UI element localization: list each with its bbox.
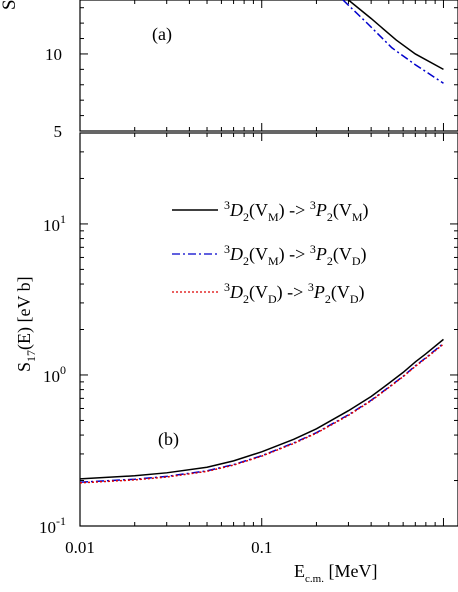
legend-entry-2: 3D2(VM) -> 3P2(VD) — [224, 242, 367, 268]
legend-1-state2: P — [315, 200, 327, 220]
legend-2-pot1: M — [268, 254, 279, 268]
legend-2-sub1: 2 — [243, 254, 249, 268]
legend: 3D2(VM) -> 3P2(VM) 3D2(VM) -> 3P2(VD) 3D… — [172, 198, 369, 306]
legend-3-pot1: D — [268, 292, 277, 306]
panel-b-y-tick-label: 100 — [43, 363, 66, 386]
panel-a-y-tick-label: 10 — [45, 45, 62, 64]
tick-exponent: -1 — [56, 514, 66, 528]
panel-b-label: (b) — [158, 429, 179, 450]
panel-a-y-axis-label: S — [0, 0, 20, 10]
y-axis-label-sub: 17 — [24, 350, 38, 362]
legend-2-arrow: -> — [285, 244, 310, 264]
y-axis-label-rest: (E) [eV b] — [14, 276, 35, 350]
panel-a-frame — [79, 0, 458, 132]
legend-1-sub1: 2 — [243, 210, 249, 224]
legend-entry-1: 3D2(VM) -> 3P2(VM) — [224, 198, 369, 224]
legend-1-sub2: 2 — [327, 210, 333, 224]
tick-exponent: 1 — [60, 212, 66, 226]
panel-a-curves — [342, 0, 444, 84]
panel-b-y-tick-label: 101 — [43, 212, 66, 235]
legend-3-open2: (V — [331, 282, 350, 303]
panel-a-label: (a) — [152, 24, 172, 45]
legend-3-sub1: 2 — [243, 292, 249, 306]
legend-2-pre: 3 — [224, 242, 230, 256]
legend-3-state2: P — [313, 282, 325, 302]
panel-a-y-tick-label: 5 — [54, 122, 63, 141]
panel-b-y-tick-label: 10-1 — [39, 514, 66, 537]
panel-b-ticks — [79, 132, 458, 527]
legend-1-close2: ) — [363, 200, 369, 221]
legend-1-pot1: M — [268, 210, 279, 224]
panel-a-series-2 — [342, 0, 444, 84]
panel-b-series-3 — [80, 343, 444, 484]
legend-2-close1: ) — [279, 244, 285, 265]
legend-2-pot2: D — [352, 254, 361, 268]
legend-2-state2: P — [315, 244, 327, 264]
legend-1-open2: (V — [333, 200, 352, 221]
legend-2-close2: ) — [361, 244, 367, 265]
legend-3-state1: D — [229, 282, 243, 302]
panel-a-ticks — [79, 0, 458, 132]
panel-b-series-2 — [80, 342, 444, 483]
legend-3-close2: ) — [359, 282, 365, 303]
panel-b-x-tick-labels: 0.01 0.1 — [65, 538, 272, 557]
legend-3-sub2: 2 — [325, 292, 331, 306]
tick-exponent: 0 — [60, 363, 66, 377]
tick-base: 10 — [43, 216, 60, 235]
legend-3-pre: 3 — [224, 280, 230, 294]
legend-1-close1: ) — [279, 200, 285, 221]
panel-b-y-axis-label: S17(E) [eV b] — [14, 276, 38, 372]
legend-3-arrow: -> — [283, 282, 308, 302]
panel-a-series-1 — [347, 0, 444, 71]
legend-1-pot2: M — [352, 210, 363, 224]
legend-3-pot2: D — [350, 292, 359, 306]
panel-a-y-tick-labels: 5 10 — [45, 45, 62, 141]
panel-b-series-1 — [80, 338, 444, 480]
legend-1-pre: 3 — [224, 198, 230, 212]
legend-1-state1: D — [229, 200, 243, 220]
tick-base: 10 — [39, 518, 56, 537]
panel-b-x-tick-label: 0.01 — [65, 538, 95, 557]
panel-b-x-axis-label: Ec.m. [MeV] — [294, 561, 377, 585]
legend-entry-3: 3D2(VD) -> 3P2(VD) — [224, 280, 365, 306]
legend-2-pre2: 3 — [310, 242, 316, 256]
panel-b-frame — [79, 132, 458, 527]
legend-3-open1: (V — [249, 282, 268, 303]
legend-1-arrow: -> — [285, 200, 310, 220]
panel-b-x-tick-label: 0.1 — [251, 538, 272, 557]
legend-1-pre2: 3 — [310, 198, 316, 212]
legend-2-state1: D — [229, 244, 243, 264]
legend-2-sub2: 2 — [327, 254, 333, 268]
panel-a: 5 10 (a) S — [0, 0, 458, 141]
legend-2-open1: (V — [249, 244, 268, 265]
legend-3-pre2: 3 — [308, 280, 314, 294]
x-axis-label-rest: [MeV] — [324, 561, 377, 581]
legend-3-close1: ) — [277, 282, 283, 303]
legend-2-open2: (V — [333, 244, 352, 265]
tick-base: 10 — [43, 367, 60, 386]
panel-b-curves — [80, 338, 444, 484]
y-axis-label-main: S — [14, 362, 34, 372]
x-axis-label-main: E — [294, 561, 305, 581]
x-axis-label-sub: c.m. — [305, 573, 324, 585]
legend-1-open1: (V — [249, 200, 268, 221]
